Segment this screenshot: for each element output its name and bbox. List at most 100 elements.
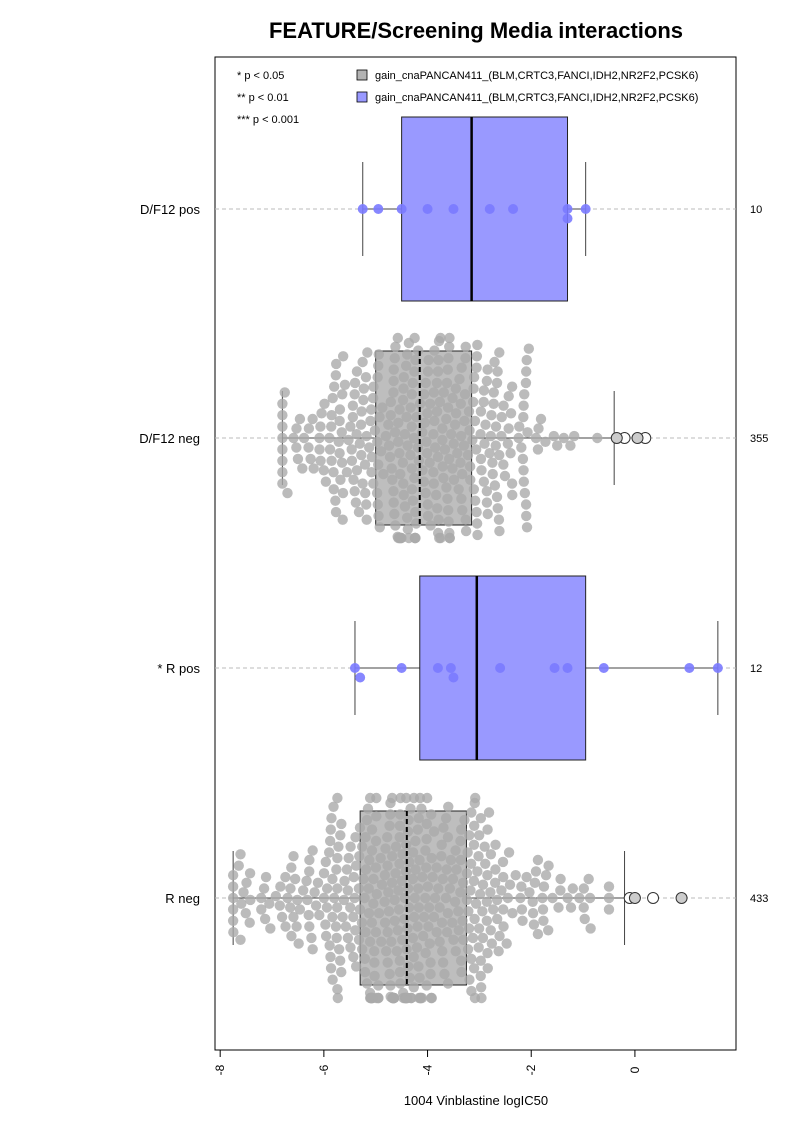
data-point <box>303 423 315 434</box>
data-point <box>468 372 480 383</box>
data-point <box>373 204 384 214</box>
data-point <box>363 883 374 894</box>
data-point <box>414 854 425 866</box>
group-count: 433 <box>750 893 768 905</box>
data-point <box>362 347 373 358</box>
data-point <box>277 432 288 444</box>
data-point <box>335 474 346 485</box>
data-point <box>388 486 399 497</box>
data-point <box>468 484 480 495</box>
data-point <box>407 377 419 389</box>
data-point <box>264 898 275 909</box>
data-point <box>358 383 370 394</box>
data-point <box>488 904 499 915</box>
data-point <box>503 423 514 434</box>
data-point <box>483 807 495 818</box>
data-point <box>451 864 462 875</box>
data-point <box>421 818 433 830</box>
data-point <box>505 408 517 419</box>
data-point <box>306 932 317 944</box>
data-point <box>518 465 529 476</box>
data-point <box>420 892 431 904</box>
data-point <box>328 801 339 812</box>
data-point <box>496 430 507 442</box>
data-point <box>528 919 540 930</box>
data-point <box>386 792 398 804</box>
data-point <box>337 911 348 923</box>
data-point <box>277 467 288 478</box>
data-point <box>362 803 374 814</box>
data-point <box>408 911 420 923</box>
data-point <box>406 463 418 474</box>
data-point <box>333 436 344 447</box>
data-point <box>434 396 446 408</box>
data-point <box>406 421 417 432</box>
data-point <box>491 491 503 503</box>
data-point <box>398 489 409 501</box>
data-point <box>432 451 444 463</box>
data-point <box>395 978 406 989</box>
data-point <box>393 436 404 447</box>
data-point <box>485 925 496 936</box>
group-label: D/F12 neg <box>139 431 200 446</box>
data-point <box>366 845 378 856</box>
data-point <box>458 934 469 945</box>
data-point <box>455 835 466 847</box>
data-point <box>399 913 410 925</box>
data-point <box>532 854 544 866</box>
data-point <box>394 820 406 831</box>
data-point <box>379 896 390 907</box>
data-point <box>324 835 336 847</box>
data-point <box>369 946 380 957</box>
data-point <box>382 927 393 938</box>
data-point <box>327 392 338 404</box>
data-point <box>482 870 493 881</box>
data-point <box>383 440 395 451</box>
data-point <box>241 877 252 888</box>
data-point <box>330 495 341 506</box>
data-point <box>468 963 480 974</box>
data-point <box>515 892 526 904</box>
data-point <box>491 894 503 906</box>
data-point <box>353 506 365 518</box>
data-point <box>476 992 487 1004</box>
data-point <box>502 438 514 449</box>
data-point <box>361 814 373 826</box>
data-point <box>471 351 483 362</box>
data-point <box>394 955 406 966</box>
data-point <box>448 672 459 683</box>
data-point <box>492 366 503 377</box>
data-point <box>275 881 286 892</box>
data-point <box>450 946 461 957</box>
data-point <box>334 955 346 966</box>
data-point <box>464 461 476 472</box>
data-point <box>449 896 461 907</box>
data-point <box>533 423 544 434</box>
data-point <box>493 946 504 957</box>
data-point <box>428 467 439 478</box>
data-point <box>288 432 299 444</box>
data-point <box>320 919 331 930</box>
data-point <box>433 354 444 366</box>
data-point <box>498 400 509 411</box>
data-point <box>408 982 419 993</box>
data-point <box>337 389 348 400</box>
data-point <box>459 814 470 826</box>
data-point <box>389 915 400 926</box>
data-point <box>388 387 399 398</box>
data-point <box>384 968 395 980</box>
data-point <box>284 902 296 913</box>
data-point <box>436 851 447 862</box>
data-point <box>490 440 501 451</box>
data-point <box>450 383 462 394</box>
data-point <box>347 411 359 423</box>
data-point <box>397 394 409 406</box>
data-point <box>425 520 436 531</box>
data-point <box>357 204 368 214</box>
data-point <box>390 841 402 852</box>
data-point <box>540 870 552 881</box>
data-point <box>405 803 416 814</box>
data-point <box>503 391 514 402</box>
data-point <box>490 421 502 432</box>
